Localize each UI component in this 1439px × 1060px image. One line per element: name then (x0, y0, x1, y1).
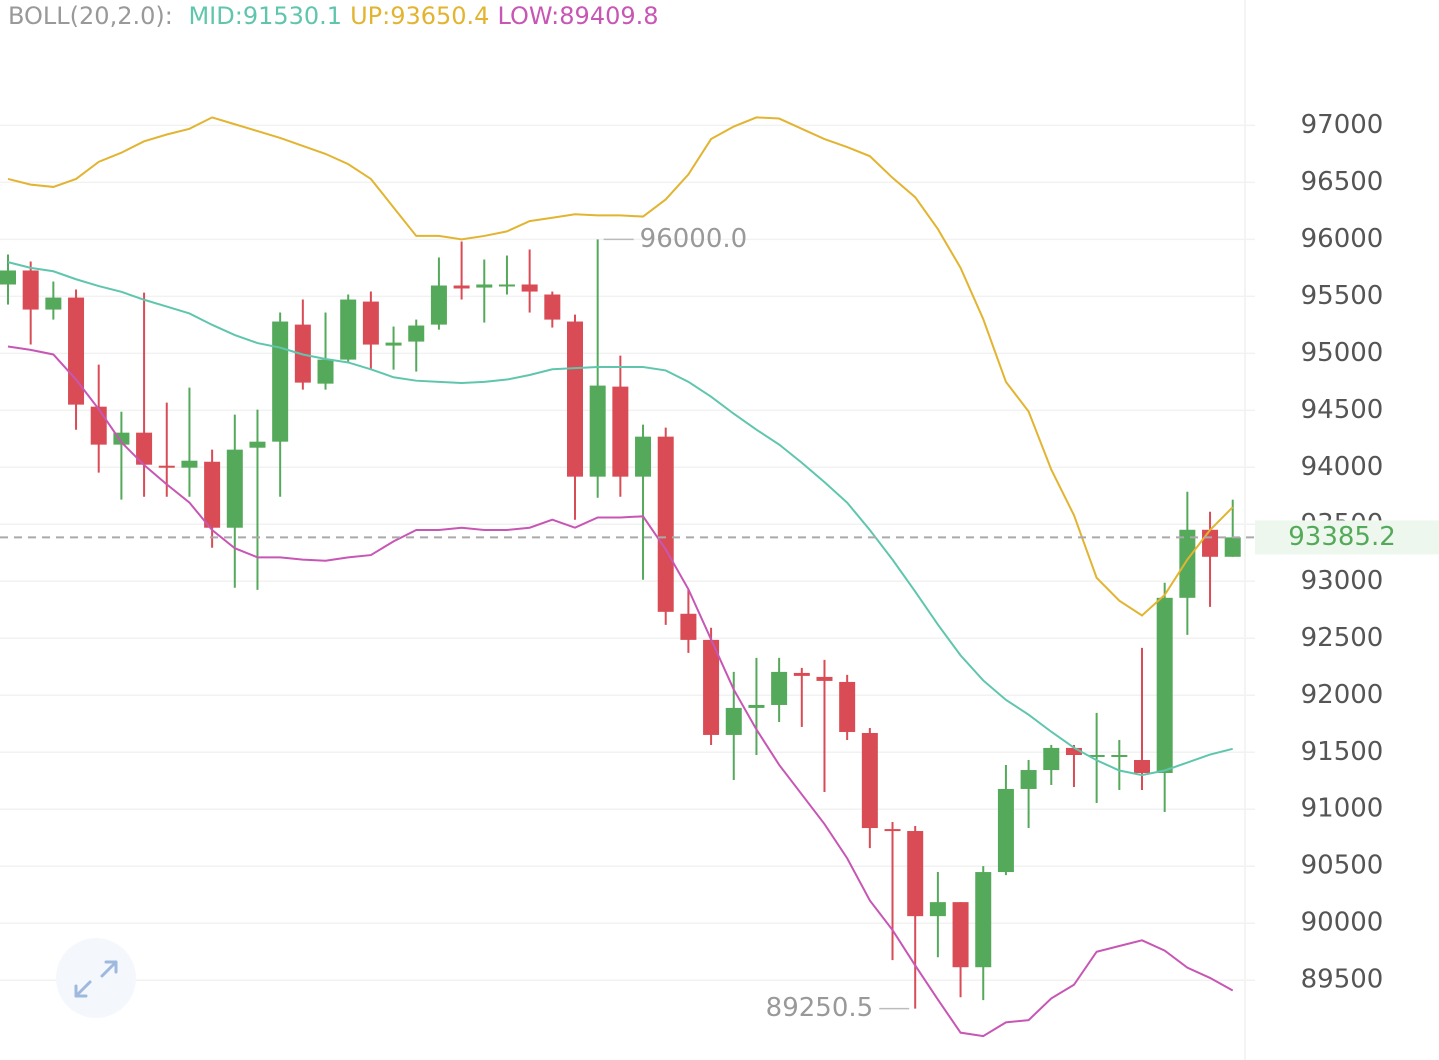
annotation-label: 96000.0 (640, 224, 748, 254)
candle-body (544, 294, 561, 320)
candle-body (226, 449, 243, 528)
candle-body (1043, 747, 1060, 771)
legend-value: 91530.1 (243, 2, 342, 30)
y-tick-label: 92000 (1301, 680, 1384, 710)
y-tick-label: 90000 (1301, 908, 1384, 938)
candle-body (136, 432, 153, 465)
candle-body (181, 460, 198, 468)
price-label: 93385.2 (1288, 522, 1396, 552)
candle-body (498, 284, 515, 287)
candle-body (1088, 754, 1105, 757)
candle-body (22, 270, 39, 310)
y-tick-label: 91000 (1301, 794, 1384, 824)
candle-body (430, 285, 447, 325)
legend-name: MID: (188, 2, 242, 30)
candle-body (521, 284, 538, 292)
annotation-label: 89250.5 (766, 993, 874, 1023)
candle-body (45, 297, 62, 310)
candle-body (839, 681, 856, 732)
y-tick-label: 96500 (1301, 167, 1384, 197)
legend-value: 89409.8 (559, 2, 658, 30)
legend: BOLL(20,2.0): MID:91530.1 UP:93650.4 LOW:8… (8, 2, 659, 30)
y-tick-label: 92500 (1301, 623, 1384, 653)
legend-name: LOW: (497, 2, 559, 30)
y-tick-label: 94000 (1301, 452, 1384, 482)
candle-body (340, 299, 357, 360)
y-tick-label: 95500 (1301, 281, 1384, 311)
candle-body (703, 639, 720, 735)
candle-body (861, 732, 878, 829)
candle-body (158, 465, 175, 468)
candle-body (113, 432, 130, 445)
candle-body (612, 386, 629, 477)
candle-body (1224, 537, 1241, 557)
indicator-label: BOLL(20,2.0): (8, 2, 173, 30)
candle-body (657, 436, 674, 612)
candle-body (1156, 597, 1173, 774)
candle-body (362, 301, 379, 345)
candle-body (771, 671, 788, 705)
y-tick-label: 94500 (1301, 395, 1384, 425)
candle-body (1111, 754, 1128, 757)
candle-body (272, 321, 289, 442)
candle-body (816, 676, 833, 681)
candle-body (1020, 770, 1037, 789)
expand-button-bg[interactable] (56, 938, 136, 1018)
candle-body (567, 321, 583, 477)
candle-body (90, 406, 107, 445)
candle-body (1134, 760, 1150, 774)
y-tick-label: 96000 (1301, 224, 1384, 254)
candle-body (884, 829, 901, 832)
price-label-bg (1255, 520, 1439, 555)
candle-body (1179, 529, 1196, 598)
y-tick-label: 89500 (1301, 965, 1384, 995)
candle-body (635, 436, 652, 477)
boll-line (7, 116, 1234, 617)
candle-body (952, 902, 969, 968)
expand-icon[interactable] (74, 960, 118, 998)
candle-body (748, 704, 765, 708)
boll-line (7, 345, 1234, 1038)
candle-body (725, 707, 742, 735)
candle-body (1065, 747, 1082, 755)
candle-body (0, 270, 16, 285)
expand-button[interactable] (56, 938, 136, 1018)
candle-body (1202, 529, 1219, 557)
candle-body (589, 385, 606, 477)
candle-body (975, 872, 992, 968)
boll-line (7, 261, 1233, 777)
candle-body (907, 831, 924, 917)
candle-body (476, 284, 493, 288)
candle-body (317, 359, 334, 384)
legend-value: 93650.4 (390, 2, 489, 30)
candle-body (385, 342, 402, 346)
candle-body (929, 902, 946, 917)
y-tick-label: 93000 (1301, 566, 1384, 596)
candle-body (204, 461, 221, 528)
legend-name: UP: (350, 2, 390, 30)
candle-body (793, 672, 810, 676)
candle-body (453, 285, 470, 289)
candle-body (680, 613, 697, 640)
candle-body (408, 325, 425, 342)
y-tick-label: 91500 (1301, 737, 1384, 767)
candle-body (997, 788, 1014, 873)
y-tick-label: 95000 (1301, 338, 1384, 368)
y-tick-label: 97000 (1301, 110, 1384, 140)
candle-body (68, 297, 85, 405)
y-tick-label: 90500 (1301, 851, 1384, 881)
candle-body (249, 441, 266, 448)
